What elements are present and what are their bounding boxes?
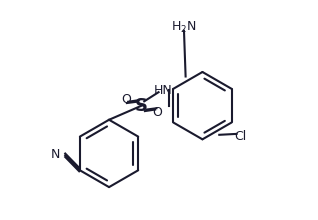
Text: S: S [135,97,148,115]
Text: O: O [121,93,131,106]
Text: N: N [51,148,60,161]
Text: H$_2$N: H$_2$N [171,20,197,35]
Text: O: O [152,106,162,119]
Text: Cl: Cl [234,130,246,143]
Text: HN: HN [154,84,173,97]
